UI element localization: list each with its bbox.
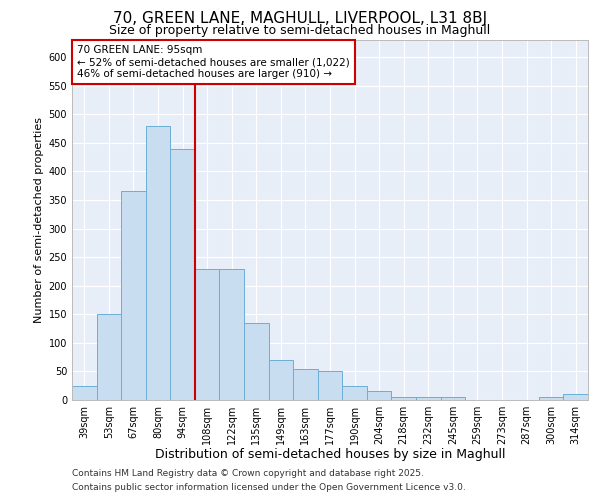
Bar — [318, 372, 342, 400]
Bar — [121, 192, 146, 400]
Bar — [146, 126, 170, 400]
Text: Contains HM Land Registry data © Crown copyright and database right 2025.: Contains HM Land Registry data © Crown c… — [72, 468, 424, 477]
Text: Contains public sector information licensed under the Open Government Licence v3: Contains public sector information licen… — [72, 484, 466, 492]
Bar — [563, 394, 588, 400]
Bar — [539, 397, 563, 400]
Y-axis label: Number of semi-detached properties: Number of semi-detached properties — [34, 117, 44, 323]
Text: 70, GREEN LANE, MAGHULL, LIVERPOOL, L31 8BJ: 70, GREEN LANE, MAGHULL, LIVERPOOL, L31 … — [113, 11, 487, 26]
Bar — [195, 268, 220, 400]
Bar — [97, 314, 121, 400]
Text: 70 GREEN LANE: 95sqm
← 52% of semi-detached houses are smaller (1,022)
46% of se: 70 GREEN LANE: 95sqm ← 52% of semi-detac… — [77, 46, 350, 78]
Bar — [440, 397, 465, 400]
Bar — [269, 360, 293, 400]
Bar — [72, 386, 97, 400]
Text: Size of property relative to semi-detached houses in Maghull: Size of property relative to semi-detach… — [109, 24, 491, 37]
Bar — [220, 268, 244, 400]
Bar — [293, 368, 318, 400]
Bar — [416, 397, 440, 400]
Bar — [244, 323, 269, 400]
X-axis label: Distribution of semi-detached houses by size in Maghull: Distribution of semi-detached houses by … — [155, 448, 505, 462]
Bar — [367, 392, 391, 400]
Bar — [170, 148, 195, 400]
Bar — [391, 397, 416, 400]
Bar — [342, 386, 367, 400]
